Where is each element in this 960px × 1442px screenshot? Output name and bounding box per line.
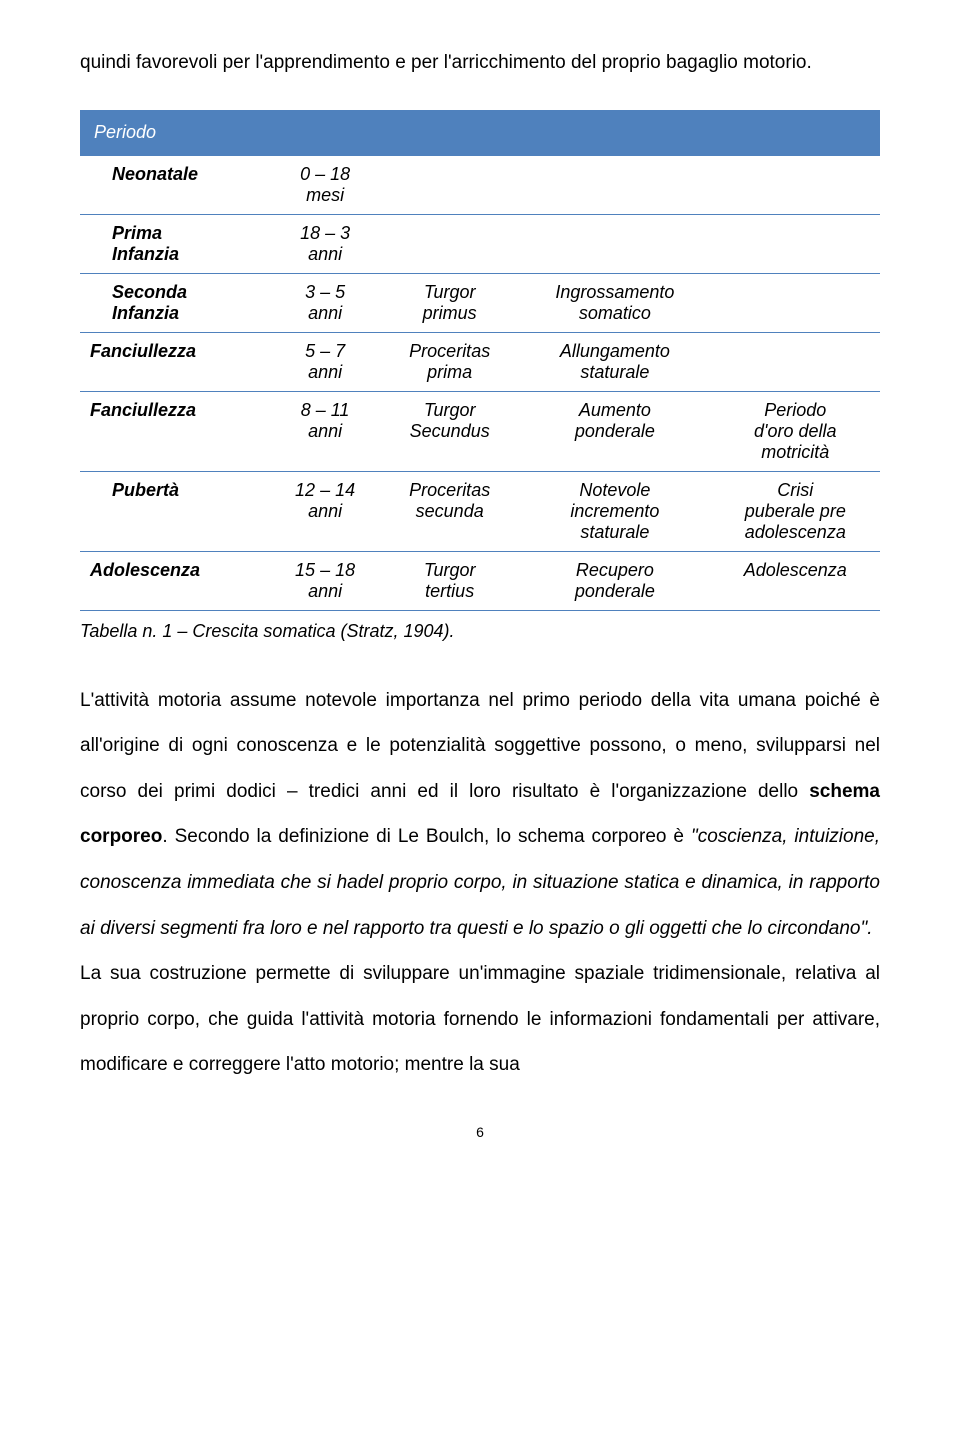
body-paragraph-1: L'attività motoria assume notevole impor… (80, 678, 880, 952)
row-cell: 5 – 7anni (270, 332, 380, 391)
table-caption: Tabella n. 1 – Crescita somatica (Stratz… (80, 621, 880, 642)
row-cell (711, 155, 880, 214)
row-cell: 18 – 3anni (270, 214, 380, 273)
table-row: Pubertà12 – 14anniProceritassecundaNotev… (80, 471, 880, 551)
table-row: Neonatale0 – 18mesi (80, 155, 880, 214)
row-cell: TurgorSecundus (380, 391, 519, 471)
row-cell: Allungamentostaturale (519, 332, 710, 391)
row-cell: Notevoleincrementostaturale (519, 471, 710, 551)
row-cell (380, 214, 519, 273)
row-cell: Ingrossamentosomatico (519, 273, 710, 332)
table-row: Fanciullezza5 – 7anniProceritasprimaAllu… (80, 332, 880, 391)
row-label: Fanciullezza (80, 332, 270, 391)
row-label: PrimaInfanzia (80, 214, 270, 273)
intro-paragraph: quindi favorevoli per l'apprendimento e … (80, 40, 880, 86)
table-row: Fanciullezza8 – 11anniTurgorSecundusAume… (80, 391, 880, 471)
table-row: Adolescenza15 – 18anniTurgortertiusRecup… (80, 551, 880, 610)
row-cell: Turgorprimus (380, 273, 519, 332)
row-cell (519, 214, 710, 273)
body-paragraph-2: La sua costruzione permette di sviluppar… (80, 951, 880, 1088)
row-cell (380, 155, 519, 214)
row-cell: Aumentoponderale (519, 391, 710, 471)
p1-part-a: L'attività motoria assume notevole impor… (80, 690, 880, 802)
row-cell (711, 332, 880, 391)
row-label: Neonatale (80, 155, 270, 214)
p1-part-b: . Secondo la definizione di Le Boulch, l… (162, 826, 691, 847)
table-header-row: Periodo (80, 110, 880, 156)
table-header-cell: Periodo (80, 110, 880, 156)
row-cell: Periodod'oro dellamotricità (711, 391, 880, 471)
row-cell: Adolescenza (711, 551, 880, 610)
row-cell: 15 – 18anni (270, 551, 380, 610)
row-cell: 0 – 18mesi (270, 155, 380, 214)
row-label: Pubertà (80, 471, 270, 551)
table-row: PrimaInfanzia18 – 3anni (80, 214, 880, 273)
row-label: Adolescenza (80, 551, 270, 610)
table-row: SecondaInfanzia3 – 5anniTurgorprimusIngr… (80, 273, 880, 332)
row-cell: Proceritassecunda (380, 471, 519, 551)
row-cell: Recuperoponderale (519, 551, 710, 610)
row-label: Fanciullezza (80, 391, 270, 471)
row-cell: 8 – 11anni (270, 391, 380, 471)
growth-table: Periodo Neonatale0 – 18mesiPrimaInfanzia… (80, 110, 880, 611)
row-cell: 12 – 14anni (270, 471, 380, 551)
row-cell: Crisipuberale preadolescenza (711, 471, 880, 551)
row-cell: 3 – 5anni (270, 273, 380, 332)
row-cell (519, 155, 710, 214)
row-label: SecondaInfanzia (80, 273, 270, 332)
row-cell: Turgortertius (380, 551, 519, 610)
row-cell (711, 214, 880, 273)
row-cell: Proceritasprima (380, 332, 519, 391)
page-number: 6 (80, 1124, 880, 1140)
row-cell (711, 273, 880, 332)
